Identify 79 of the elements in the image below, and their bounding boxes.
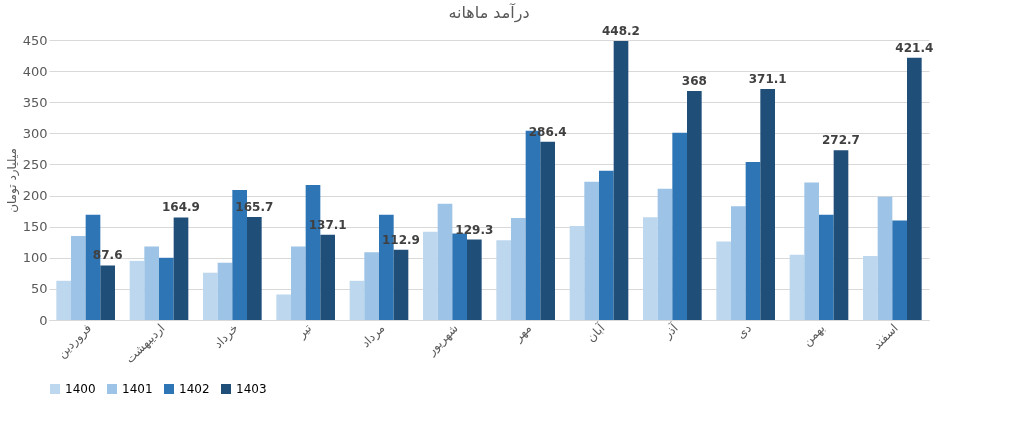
y-tick-label: 0 <box>39 312 48 328</box>
x-tick-label: فروردین <box>54 321 95 362</box>
bar <box>584 181 599 320</box>
bar <box>100 265 115 320</box>
y-tick-label: 250 <box>22 156 48 172</box>
x-tick-label: مرداد <box>358 321 389 351</box>
legend-label: 1403 <box>236 382 267 396</box>
bar <box>452 233 467 320</box>
legend-label: 1402 <box>179 382 210 396</box>
data-label: 371.1 <box>748 72 787 87</box>
data-label: 286.4 <box>528 124 567 139</box>
bar <box>613 41 629 320</box>
y-tick-label: 450 <box>22 32 48 48</box>
legend-label: 1401 <box>122 382 153 396</box>
bar <box>833 150 849 320</box>
bar <box>129 260 145 320</box>
bar <box>159 257 174 320</box>
bar <box>540 141 555 320</box>
bar <box>364 252 379 320</box>
bar <box>819 214 834 320</box>
y-tick-label: 150 <box>22 219 48 235</box>
data-label: 129.3 <box>455 222 494 237</box>
bar <box>291 246 306 320</box>
bar <box>863 255 878 320</box>
bar <box>731 206 746 320</box>
bar <box>745 161 761 320</box>
bar <box>760 89 775 320</box>
y-axis-title: میلیارد تومان <box>4 148 20 213</box>
bar <box>56 280 71 320</box>
bar <box>247 216 262 320</box>
bar <box>599 170 614 320</box>
bar <box>320 234 335 320</box>
data-label: 368 <box>681 74 707 89</box>
bar <box>393 249 409 320</box>
x-tick-label: آبان <box>583 319 608 345</box>
data-label: 448.2 <box>602 24 640 39</box>
bar <box>467 239 482 320</box>
y-tick-label: 50 <box>30 281 48 297</box>
bar <box>907 57 922 320</box>
bar <box>657 188 673 320</box>
y-tick-label: 400 <box>22 63 48 79</box>
legend-label: 1400 <box>65 382 96 396</box>
bar <box>877 196 893 320</box>
bar <box>203 272 218 320</box>
bar <box>173 217 189 320</box>
bar <box>276 294 291 320</box>
x-tick-label: مهر <box>510 321 535 346</box>
bar <box>643 217 658 320</box>
data-label: 421.4 <box>895 40 934 55</box>
y-tick-label: 200 <box>22 188 48 204</box>
bar <box>437 203 453 320</box>
y-tick-label: 100 <box>22 250 48 266</box>
data-label: 164.9 <box>162 200 200 215</box>
bar <box>144 246 159 320</box>
bar <box>71 236 86 320</box>
y-tick-label: 300 <box>22 125 48 141</box>
y-tick-label: 350 <box>22 94 48 110</box>
bar <box>804 182 819 320</box>
chart-title: درآمد ماهانه <box>448 3 530 24</box>
x-tick-label: اسفند <box>870 321 901 352</box>
bar <box>217 262 233 320</box>
x-tick-label: تیر <box>293 321 315 343</box>
bar <box>716 241 731 320</box>
bar <box>423 231 438 320</box>
bar <box>349 280 365 320</box>
x-tick-label: خرداد <box>211 321 242 352</box>
x-tick-label: شهریور <box>423 321 462 359</box>
bar <box>672 132 687 320</box>
x-tick-label: دی <box>733 321 755 342</box>
bar <box>687 91 702 320</box>
x-tick-label: بهمن <box>799 321 829 350</box>
data-label: 272.7 <box>822 133 860 148</box>
bar <box>511 217 526 320</box>
bar <box>569 226 585 320</box>
bar <box>892 220 907 320</box>
bar <box>789 254 805 320</box>
x-tick-label: اردیبهشت <box>122 321 169 367</box>
x-tick-label: آذر <box>659 319 682 343</box>
bar <box>496 240 511 320</box>
